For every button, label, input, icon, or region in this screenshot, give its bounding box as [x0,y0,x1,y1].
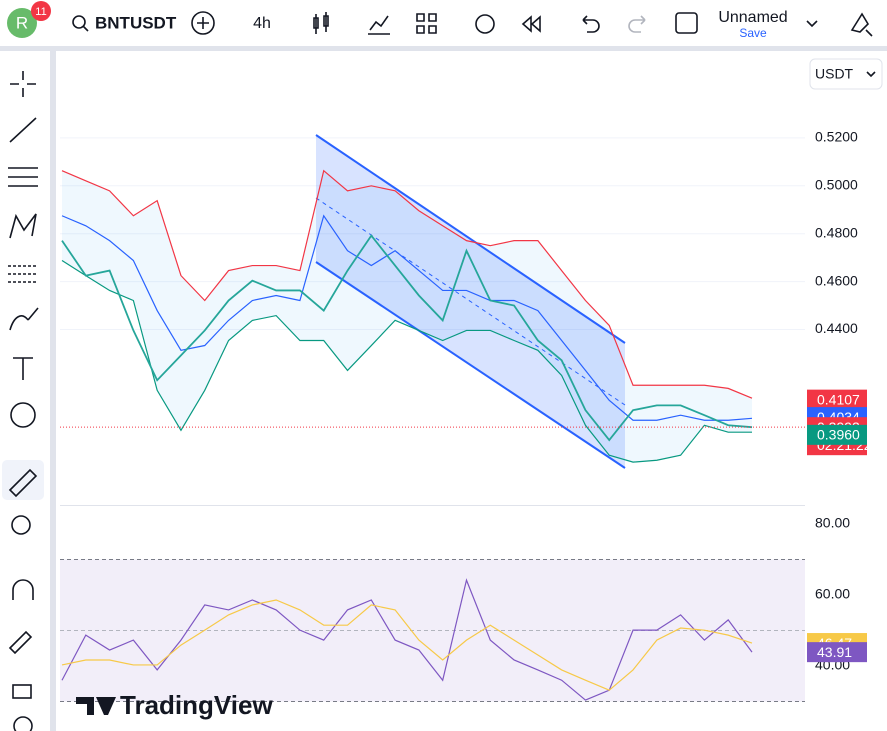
series-line [61,234,753,442]
alert-button[interactable] [475,14,495,34]
visibility-tool[interactable] [13,716,33,731]
layout-menu-arrow[interactable] [806,20,818,28]
y-tick-label: 0.4800 [815,224,858,240]
trend-channel-edges [315,134,626,469]
y-tick-label: 0.5200 [815,129,858,145]
series-line [61,260,752,463]
interval[interactable]: 4h [253,15,271,32]
save-link[interactable]: Save [739,26,767,40]
avatar-letter: R [16,13,28,32]
symbol[interactable]: BNTUSDT [95,13,177,32]
logo-text: TradingView [120,690,273,720]
emoji-tool[interactable] [10,402,36,428]
measure-tool[interactable] [8,468,38,498]
measure-tool-bg [2,460,44,500]
price-label-bg [807,389,867,410]
left-toolbar-border [50,51,56,731]
templates-button[interactable] [416,13,437,34]
indicators-button[interactable] [368,15,390,35]
series-line [61,578,753,701]
band-fill [62,170,752,463]
pane-separator [60,505,805,506]
magnet-tool[interactable] [12,579,34,600]
replay-button[interactable] [521,15,541,33]
badge-count: 11 [35,6,46,18]
y-tick-label: 60.00 [815,586,850,602]
currency[interactable]: USDT [815,66,854,82]
avatar[interactable] [7,8,37,38]
brush-tool[interactable] [9,307,39,331]
trend-channel-mid [315,197,626,406]
currency-selector[interactable] [809,58,883,90]
badge [31,1,51,21]
series-line [61,214,753,421]
toolbar-border [0,46,887,51]
prediction-tool[interactable] [8,265,38,283]
stay-drawing-tool[interactable] [8,630,33,655]
price-label: 0.3960 [817,427,860,443]
top-toolbar: R 11 BNTUSDT 4h Unnamed Save [0,1,887,51]
crosshair-tool[interactable] [10,71,36,97]
chart-type-button[interactable] [313,12,329,34]
add-symbol-button[interactable] [191,11,215,35]
pattern-tool[interactable] [9,213,37,239]
layout-name[interactable]: Unnamed [718,9,787,26]
price-label-bg [807,642,867,663]
series-line [61,599,753,691]
logo-mark [76,697,116,715]
layout-button[interactable] [675,12,698,34]
redo-button [628,15,646,33]
left-toolbar [2,51,56,731]
trend-line-tool[interactable] [9,117,37,143]
undo-button[interactable] [582,15,600,33]
currency-arrow [866,71,876,78]
fib-tool[interactable] [8,167,38,187]
y-tick-label: 80.00 [815,515,850,531]
text-tool[interactable] [13,357,33,380]
search-icon[interactable] [72,15,86,29]
zoom-tool[interactable] [11,515,31,535]
add-icon [197,17,209,29]
plot-area: 0.52000.50000.48000.46000.44000.41070.40… [60,129,872,703]
y-tick-label: 0.4400 [815,320,858,336]
price-label: 43.91 [817,644,852,660]
price-label-bg [807,424,867,445]
drawing-mode-button[interactable] [850,12,873,37]
lock-tool[interactable] [12,684,32,699]
search-icon-handle [82,25,89,32]
series-line [61,169,753,399]
y-tick-label: 0.4600 [815,272,858,288]
price-label: 0.4107 [817,391,860,407]
y-tick-label: 0.5000 [815,177,858,193]
